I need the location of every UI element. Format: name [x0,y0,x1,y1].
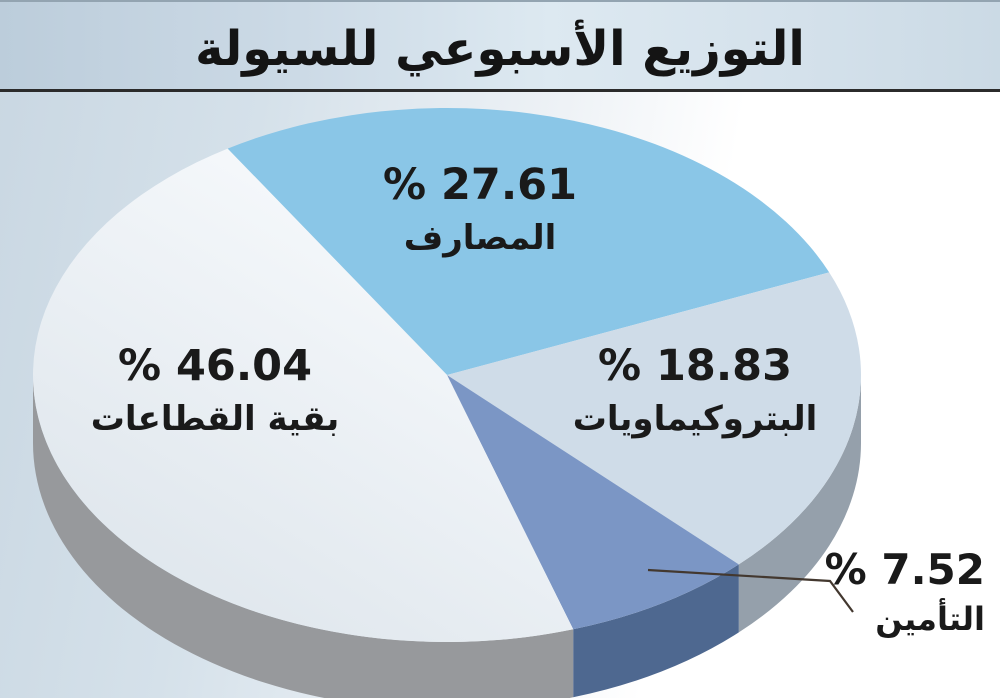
pie-slice-2 [447,375,739,630]
page-title: التوزيع الأسبوعي للسيولة [195,20,805,77]
petrochemicals-slice-name: البتروكيماويات [572,399,818,440]
petrochemicals-percent-value: % 18.83 [597,341,793,391]
pie-slice-1 [447,272,861,565]
pie-label-insurance: % 7.52 التأمين [770,545,985,639]
insurance-leader-line [647,568,854,613]
pie-slice-0 [227,108,830,375]
pie-slice-3 [32,148,574,642]
banks-slice-name: المصارف [403,218,557,259]
chart-header: التوزيع الأسبوعي للسيولة [0,0,1000,92]
pie-label-other-sectors: % 46.04 بقية القطاعات [85,341,345,440]
pie-side-1 [738,375,861,633]
insurance-percent-value: % 7.52 [824,545,985,594]
insurance-slice-name: التأمين [875,600,985,639]
banks-percent-value: % 27.61 [382,160,578,210]
pie-label-banks: % 27.61 المصارف [330,160,630,259]
pie-side-3 [33,375,574,698]
other-sectors-percent-value: % 46.04 [117,341,313,391]
pie-side-2 [573,564,739,698]
other-sectors-slice-name: بقية القطاعات [90,399,340,440]
pie-label-petrochemicals: % 18.83 البتروكيماويات [565,341,825,440]
